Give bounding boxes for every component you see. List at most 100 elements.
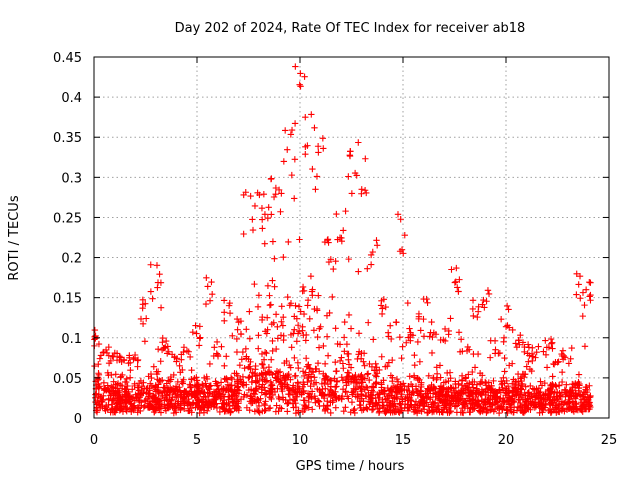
- data-point: [226, 310, 234, 317]
- x-tick-label: 10: [292, 433, 309, 448]
- data-point: [366, 360, 373, 368]
- data-point: [314, 385, 321, 393]
- data-point: [348, 190, 356, 197]
- data-point: [298, 389, 305, 397]
- data-point: [430, 384, 438, 392]
- data-point: [271, 283, 278, 290]
- data-point: [456, 348, 464, 356]
- data-point: [484, 287, 492, 294]
- data-point: [284, 400, 291, 407]
- data-point: [361, 375, 369, 382]
- data-point: [499, 384, 506, 392]
- data-point: [452, 394, 460, 401]
- data-point: [348, 398, 356, 406]
- data-point: [396, 333, 404, 341]
- data-point: [481, 304, 488, 311]
- data-point: [428, 318, 435, 326]
- data-point: [412, 383, 420, 390]
- data-point: [332, 358, 339, 366]
- data-point: [366, 376, 373, 384]
- data-point: [280, 396, 287, 403]
- data-point: [95, 391, 103, 398]
- data-point: [297, 83, 304, 90]
- data-point: [212, 378, 219, 385]
- data-point: [344, 350, 351, 357]
- data-point: [562, 393, 569, 400]
- data-point: [114, 380, 122, 387]
- data-point: [432, 389, 439, 396]
- data-point: [433, 376, 440, 383]
- data-point: [126, 352, 133, 359]
- data-point: [220, 297, 228, 304]
- data-point: [351, 405, 358, 413]
- data-point: [501, 368, 508, 375]
- data-point: [118, 385, 126, 392]
- data-point: [249, 216, 256, 223]
- data-point: [302, 151, 309, 158]
- data-point: [340, 227, 347, 234]
- data-point: [459, 405, 466, 412]
- data-point: [415, 315, 422, 323]
- data-point: [292, 400, 299, 407]
- data-point: [327, 392, 334, 399]
- data-point: [463, 380, 471, 387]
- data-point: [217, 379, 225, 386]
- data-point: [417, 327, 424, 334]
- data-point: [492, 398, 500, 406]
- data-point: [180, 344, 188, 351]
- data-point: [165, 386, 172, 394]
- data-point: [260, 190, 268, 198]
- data-point: [307, 272, 315, 280]
- data-point: [320, 145, 327, 152]
- data-point: [538, 382, 546, 389]
- data-point: [501, 354, 508, 362]
- data-point: [261, 387, 269, 394]
- data-point: [165, 377, 172, 384]
- data-point: [117, 374, 124, 381]
- data-point: [587, 392, 594, 400]
- data-point: [264, 214, 272, 222]
- data-point: [340, 365, 347, 372]
- data-point: [558, 378, 566, 386]
- data-point: [543, 364, 551, 371]
- data-point: [291, 120, 299, 127]
- data-point: [145, 390, 152, 398]
- data-point: [378, 381, 385, 388]
- data-point: [364, 370, 372, 377]
- x-tick-label: 15: [395, 433, 412, 448]
- data-point: [577, 399, 584, 406]
- data-point: [339, 386, 347, 393]
- data-point: [448, 266, 455, 273]
- data-point: [118, 358, 125, 366]
- data-point: [195, 342, 203, 349]
- data-point: [259, 216, 266, 223]
- data-point: [505, 394, 512, 401]
- data-point: [403, 339, 410, 346]
- data-point: [466, 346, 473, 353]
- data-point: [401, 231, 408, 239]
- data-point: [161, 397, 168, 404]
- data-point: [273, 377, 280, 384]
- data-point: [393, 395, 401, 402]
- data-point: [269, 238, 277, 245]
- data-point: [295, 303, 303, 310]
- data-point: [314, 143, 322, 150]
- data-point: [211, 392, 218, 400]
- data-point: [350, 385, 357, 392]
- y-tick-label: 0.35: [53, 131, 82, 146]
- data-point: [370, 388, 377, 396]
- data-point: [533, 389, 540, 397]
- data-point: [288, 126, 296, 134]
- data-point: [436, 362, 444, 369]
- data-point: [456, 276, 463, 283]
- data-point: [405, 334, 412, 341]
- data-point: [582, 384, 589, 391]
- data-point: [415, 402, 423, 409]
- data-point: [212, 396, 219, 403]
- data-point: [540, 348, 547, 355]
- data-point: [525, 389, 533, 396]
- data-point: [228, 392, 236, 399]
- data-point: [480, 296, 487, 304]
- data-point: [470, 312, 477, 320]
- data-point: [486, 354, 494, 361]
